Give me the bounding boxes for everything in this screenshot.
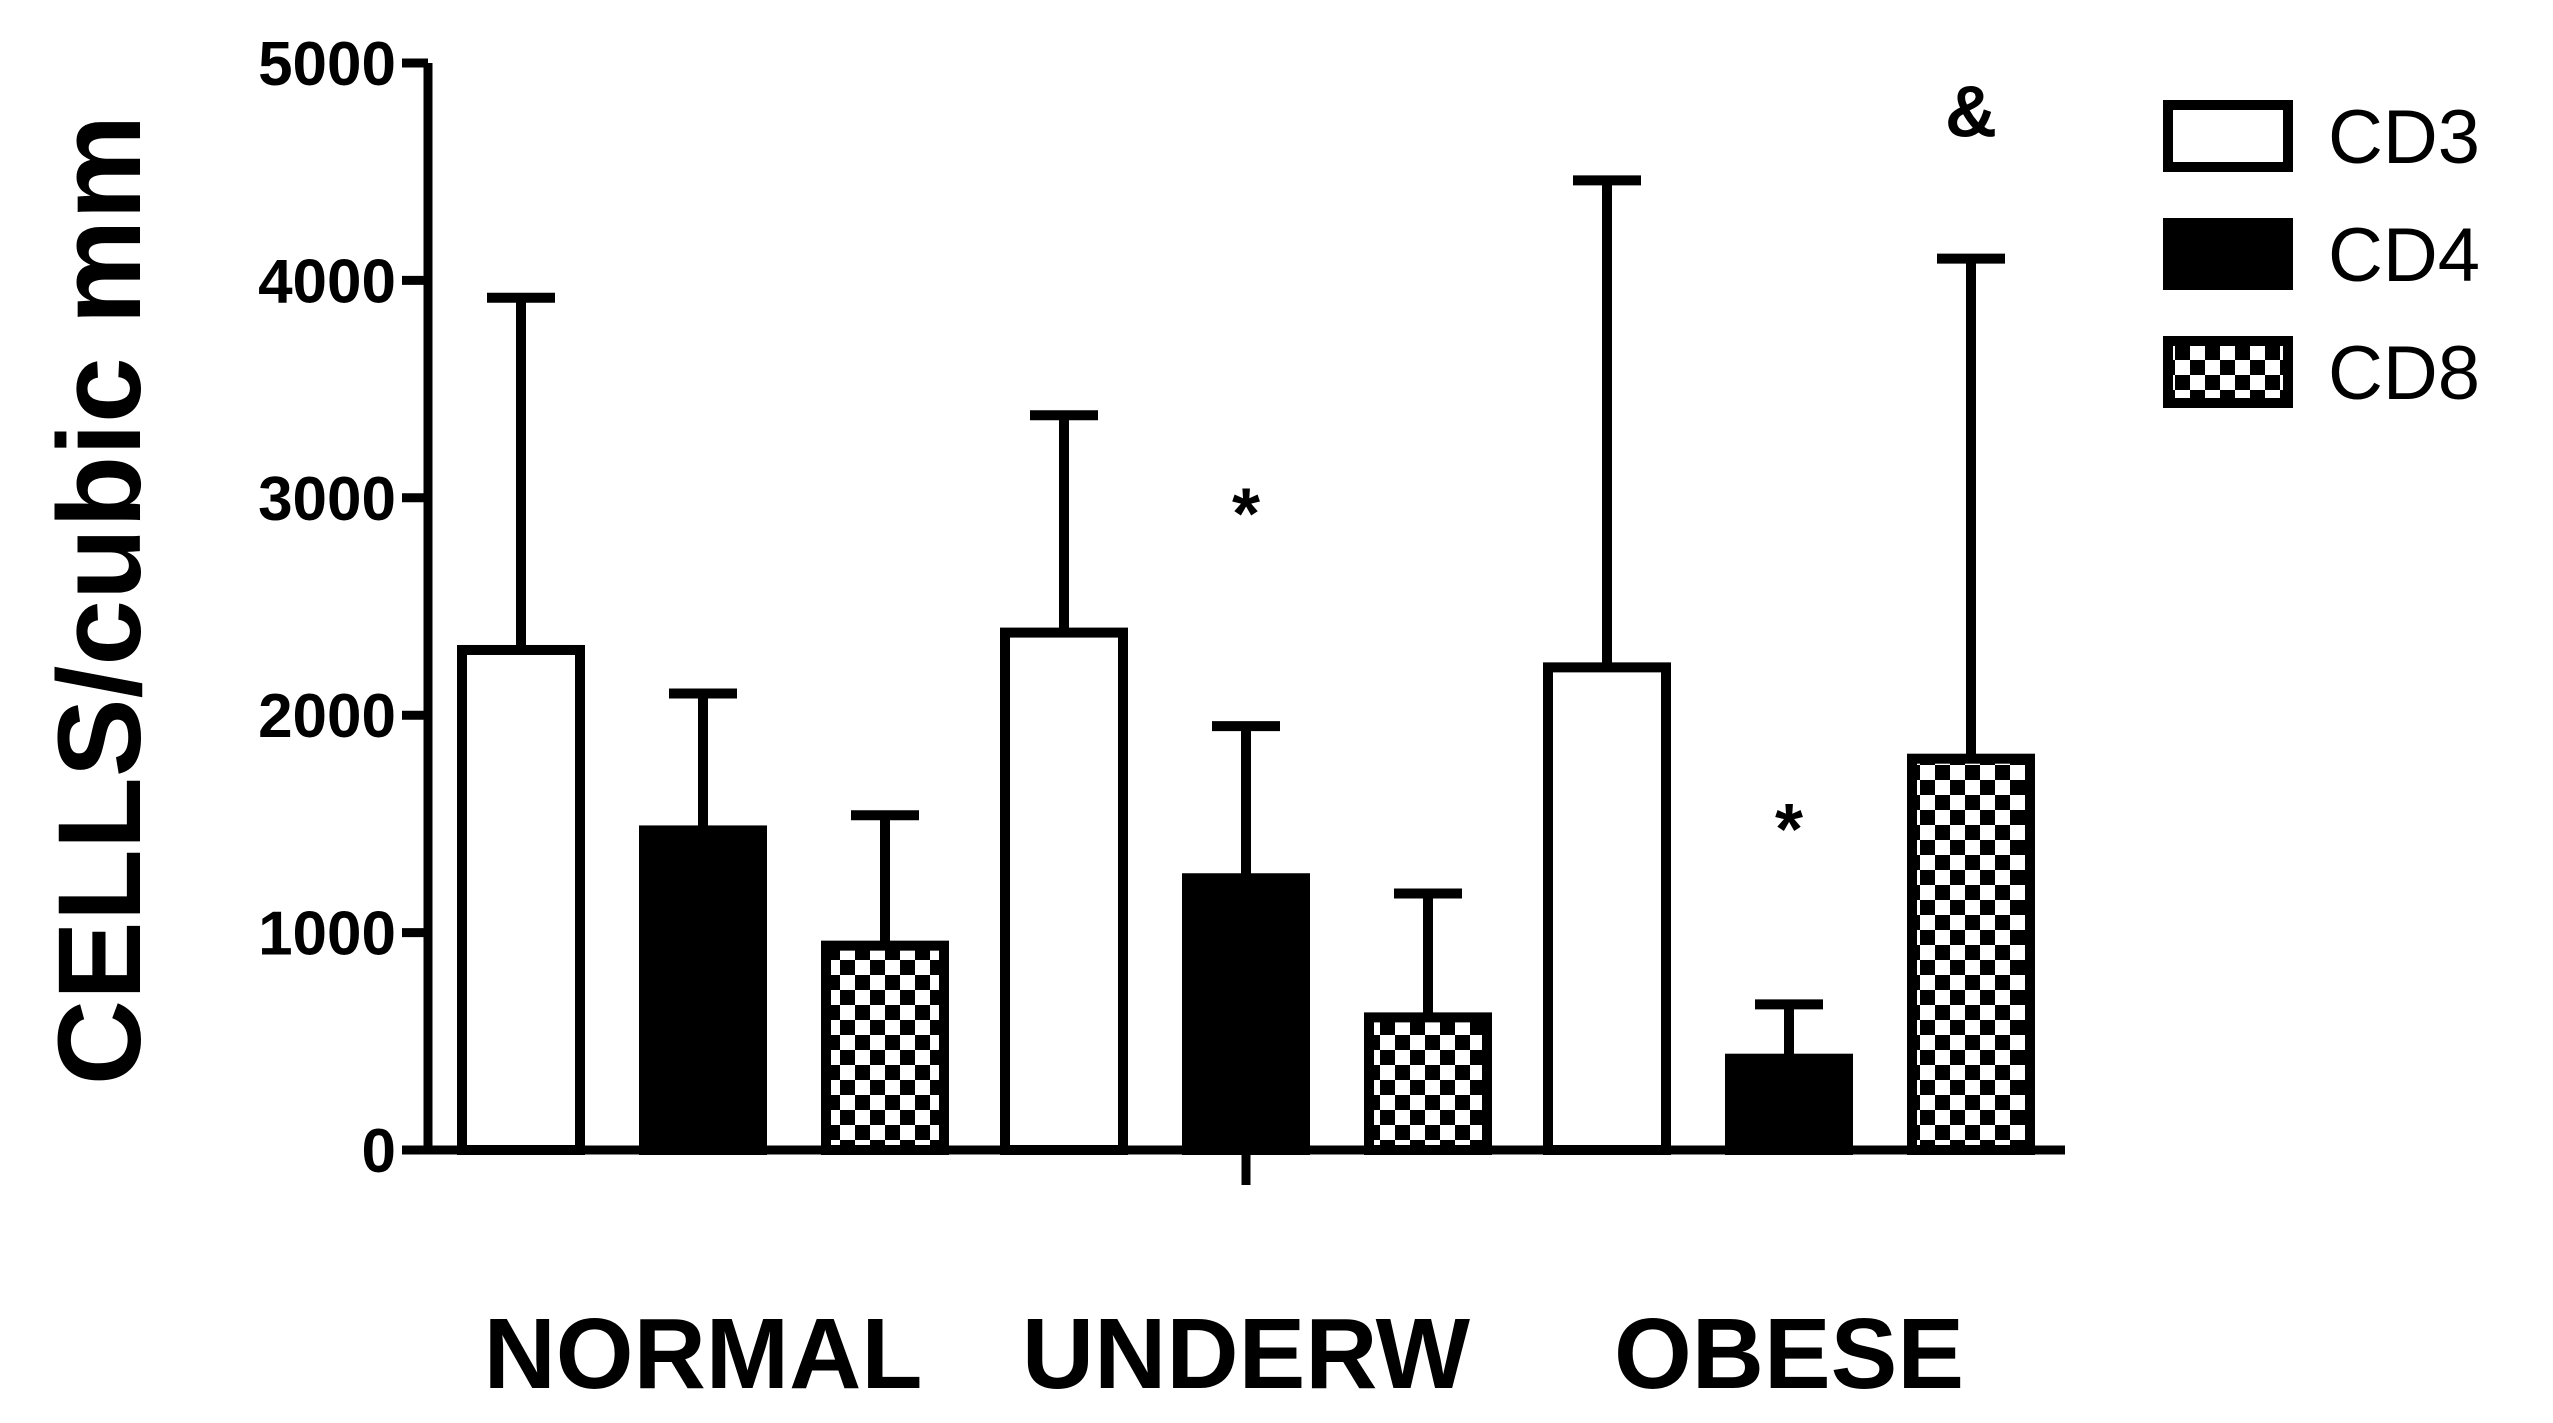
y-tick-labels: 0 1000 2000 3000 4000 5000 [258, 30, 396, 1186]
bar-cd3 [1543, 662, 1671, 1155]
legend-swatch-cd4 [2163, 218, 2293, 290]
annotation-marker: * [1775, 790, 1803, 870]
bar-cd8 [821, 940, 949, 1155]
legend-swatch-cd8 [2163, 336, 2293, 408]
bar-cd3 [1000, 627, 1128, 1155]
y-tick-label: 0 [362, 1117, 396, 1186]
bar-cd4 [1182, 873, 1310, 1155]
bar-cd8 [1907, 753, 2035, 1155]
legend-label: CD3 [2328, 95, 2480, 180]
y-tick-label: 3000 [258, 465, 396, 534]
legend: CD3 CD4 CD8 [2163, 95, 2480, 416]
category-labels: NORMAL UNDERW OBESE [484, 1298, 1964, 1410]
legend-label: CD4 [2328, 213, 2480, 298]
bar-cd8 [1364, 1012, 1492, 1155]
y-axis-label: CELLS/cubic mm [34, 115, 166, 1085]
y-tick-label: 2000 [258, 682, 396, 751]
annotation-marker: & [1945, 72, 1997, 152]
bars [457, 627, 2035, 1156]
legend-swatch-cd3 [2163, 100, 2293, 172]
legend-label: CD8 [2328, 331, 2480, 416]
bar-cd3 [457, 644, 585, 1155]
axes [402, 58, 2065, 1185]
annotations: * * & [1232, 72, 1997, 869]
category-label: NORMAL [484, 1298, 923, 1410]
category-label: UNDERW [1022, 1298, 1471, 1410]
bar-cd4 [639, 825, 767, 1155]
error-bars [487, 175, 2005, 1059]
y-tick-label: 1000 [258, 900, 396, 969]
bar-cd4 [1725, 1053, 1853, 1156]
y-tick-label: 4000 [258, 247, 396, 316]
annotation-marker: * [1232, 475, 1260, 555]
category-label: OBESE [1614, 1298, 1964, 1410]
y-tick-label: 5000 [258, 30, 396, 99]
